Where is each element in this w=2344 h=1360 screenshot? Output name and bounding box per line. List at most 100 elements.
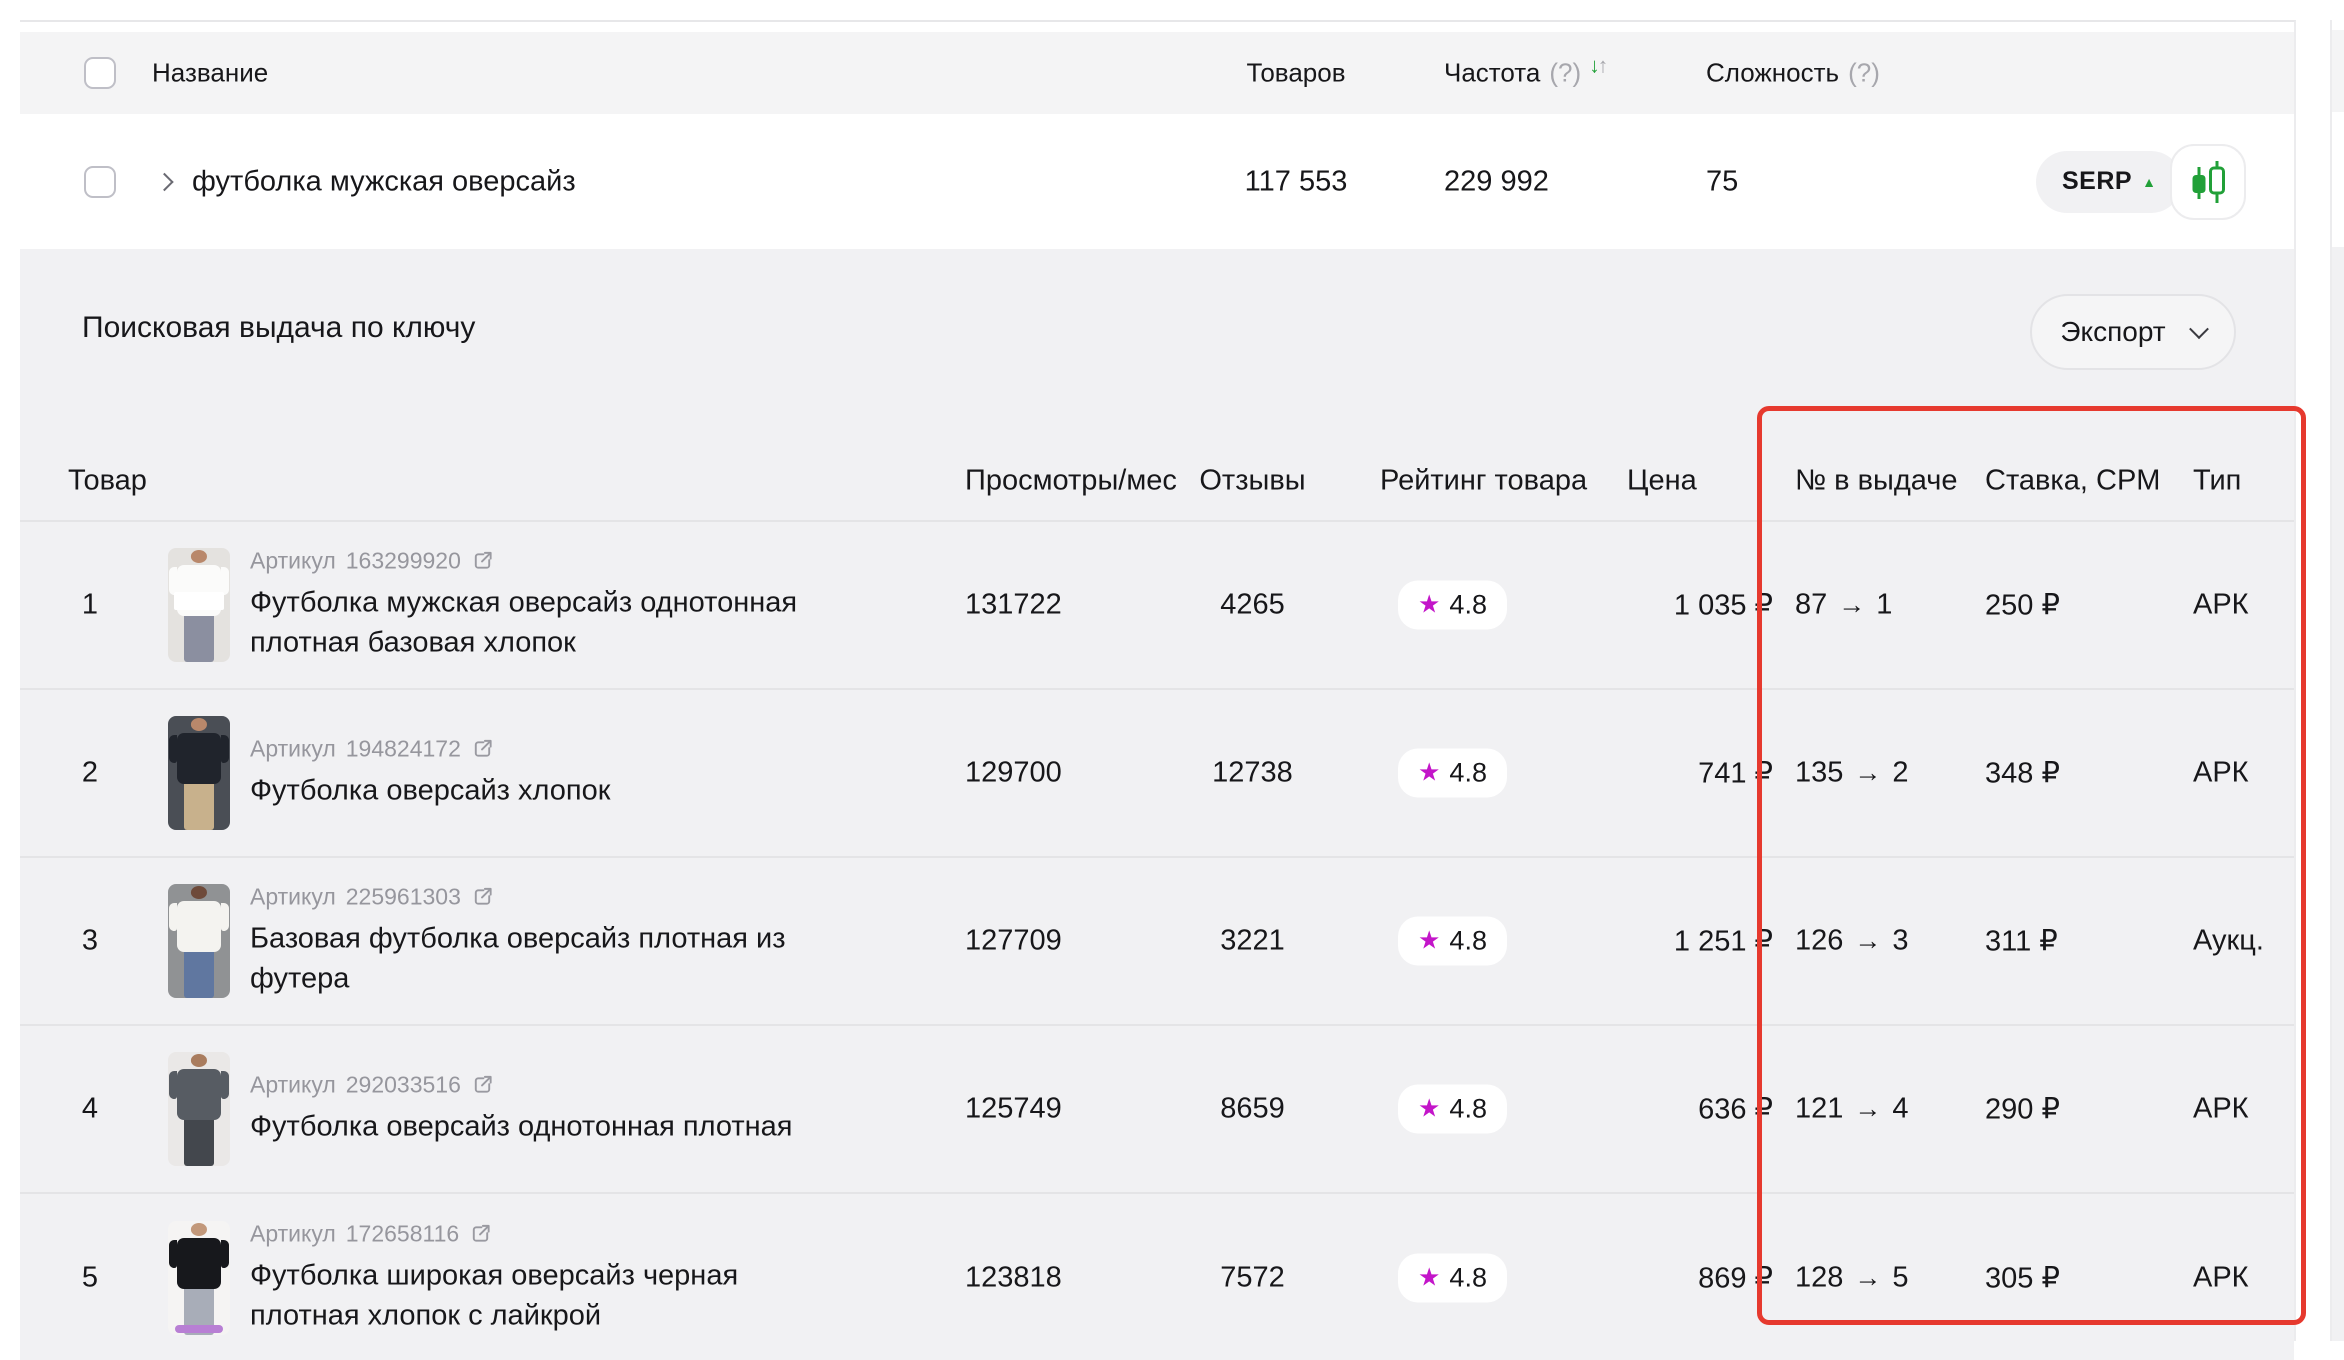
rating-badge: ★ 4.8: [1398, 1253, 1507, 1303]
external-link-icon[interactable]: [471, 550, 494, 573]
keyword-checkbox[interactable]: [84, 165, 116, 198]
reviews-value: 4265: [1220, 588, 1285, 621]
chart-button[interactable]: [2170, 143, 2246, 220]
sort-icon[interactable]: ↓↑: [1589, 54, 1608, 79]
candlestick-icon: [2192, 160, 2225, 203]
product-sku-link[interactable]: Артикул 172658116: [250, 1221, 830, 1248]
position-to: 4: [1892, 1092, 1909, 1125]
views-value: 127709: [965, 924, 1062, 957]
export-button-label: Экспорт: [2060, 316, 2166, 347]
reviews-value: 12738: [1212, 756, 1293, 789]
serp-badge[interactable]: SERP ▲: [2036, 150, 2183, 213]
views-value: 131722: [965, 588, 1062, 621]
help-hint[interactable]: (?): [1848, 57, 1880, 88]
external-link-icon[interactable]: [471, 738, 494, 761]
external-link-icon[interactable]: [469, 1223, 492, 1246]
chevron-down-icon: [2188, 319, 2209, 340]
product-image: [168, 1052, 230, 1166]
sku-label: Артикул: [250, 547, 336, 574]
position-to: 2: [1892, 756, 1909, 789]
column-frequency-label: Частота: [1444, 57, 1541, 88]
sku-label: Артикул: [250, 1071, 336, 1098]
product-title: Футболка широкая оверсайз черная плотная…: [250, 1259, 739, 1332]
keyword-row: футболка мужская оверсайз 117 553 229 99…: [20, 114, 2294, 249]
product-sku-link[interactable]: Артикул 163299920: [250, 548, 830, 575]
rating-cell: ★ 4.8: [1380, 1084, 1580, 1134]
adjacent-panel-band: [2332, 30, 2344, 112]
product-image: [168, 548, 230, 662]
type-value: АРК: [2193, 588, 2249, 621]
type-value: АРК: [2193, 756, 2249, 789]
thumb-tshirt: [169, 901, 229, 953]
position-from: 121: [1795, 1092, 1844, 1125]
star-icon: ★: [1418, 758, 1441, 787]
position-from: 128: [1795, 1261, 1844, 1294]
star-icon: ★: [1418, 1094, 1441, 1123]
bid-value: 305 ₽: [1985, 1262, 2060, 1295]
external-link-icon[interactable]: [471, 886, 494, 909]
product-sku-link[interactable]: Артикул 292033516: [250, 1072, 830, 1099]
product-info: Артикул 292033516 Футболка оверсайз одно…: [250, 1072, 830, 1147]
table-row: 3 Артикул 225961303 Базовая футболка ове…: [20, 858, 2294, 1026]
product-sku-link[interactable]: Артикул 225961303: [250, 884, 830, 911]
select-all-checkbox[interactable]: [84, 57, 116, 89]
rating-cell: ★ 4.8: [1380, 748, 1580, 798]
thumb-bottom-label: [175, 988, 222, 996]
position-cell: 135 → 2: [1795, 757, 1909, 790]
column-frequency[interactable]: Частота (?) ↓↑: [1444, 54, 1608, 89]
arrow-right-icon: →: [1854, 1262, 1882, 1293]
column-name: Название: [152, 57, 269, 88]
row-number: 3: [81, 924, 99, 957]
sku-label: Артикул: [250, 1220, 336, 1247]
external-link-icon[interactable]: [471, 1074, 494, 1097]
position-cell: 126 → 3: [1795, 925, 1909, 958]
thumb-model-pants: [184, 1116, 214, 1166]
rating-cell: ★ 4.8: [1380, 580, 1580, 630]
sku-label: Артикул: [250, 883, 336, 910]
thumb-label: [174, 1265, 225, 1282]
column-bid: Ставка, CPM: [1985, 464, 2161, 497]
bid-value: 290 ₽: [1985, 1093, 2060, 1126]
price-value: 741 ₽: [1698, 757, 1773, 790]
keyword-difficulty-value: 75: [1706, 165, 1739, 197]
column-reviews: Отзывы: [1199, 464, 1306, 497]
product-info: Артикул 163299920 Футболка мужская оверс…: [250, 548, 830, 663]
column-products: Товаров: [1246, 57, 1346, 88]
product-rows: 1 Артикул 163299920 Футболка мужская ове…: [20, 520, 2294, 1360]
thumb-model-head: [190, 718, 208, 731]
export-button[interactable]: Экспорт: [2030, 294, 2236, 370]
rating-value: 4.8: [1449, 589, 1487, 620]
thumb-model-pants: [184, 612, 214, 662]
expand-chevron-icon[interactable]: [155, 172, 174, 191]
adjacent-panel-section: [2332, 247, 2344, 1341]
adjacent-panel-edge: [2330, 20, 2344, 1341]
thumb-tshirt: [169, 733, 229, 785]
reviews-value: 8659: [1220, 1092, 1285, 1125]
thumb-label: [174, 1096, 225, 1113]
keyword-name[interactable]: футболка мужская оверсайз: [192, 165, 576, 197]
sort-up-arrow: ↑: [1597, 54, 1608, 78]
star-icon: ★: [1418, 590, 1441, 619]
star-icon: ★: [1418, 926, 1441, 955]
thumb-bottom-label: [175, 1156, 222, 1164]
product-title: Футболка оверсайз хлопок: [250, 774, 611, 807]
price-value: 1 035 ₽: [1673, 589, 1773, 622]
position-cell: 128 → 5: [1795, 1262, 1909, 1295]
position-to: 5: [1892, 1261, 1909, 1294]
section-title: Поисковая выдача по ключу: [82, 311, 476, 344]
serp-badge-label: SERP: [2062, 167, 2133, 195]
thumb-tshirt: [169, 1069, 229, 1121]
position-from: 87: [1795, 588, 1828, 621]
price-value: 636 ₽: [1698, 1093, 1773, 1126]
keywords-header-row: Название Товаров Частота (?) ↓↑ Сложность (…: [20, 32, 2294, 114]
thumb-model-head: [190, 1223, 208, 1236]
product-sku-link[interactable]: Артикул 194824172: [250, 736, 830, 763]
thumb-tshirt: [169, 1238, 229, 1290]
row-number: 1: [81, 588, 99, 621]
position-to: 1: [1876, 588, 1893, 621]
views-value: 123818: [965, 1261, 1062, 1294]
views-value: 125749: [965, 1092, 1062, 1125]
help-hint[interactable]: (?): [1549, 57, 1582, 88]
product-title: Базовая футболка оверсайз плотная из фут…: [250, 922, 786, 995]
